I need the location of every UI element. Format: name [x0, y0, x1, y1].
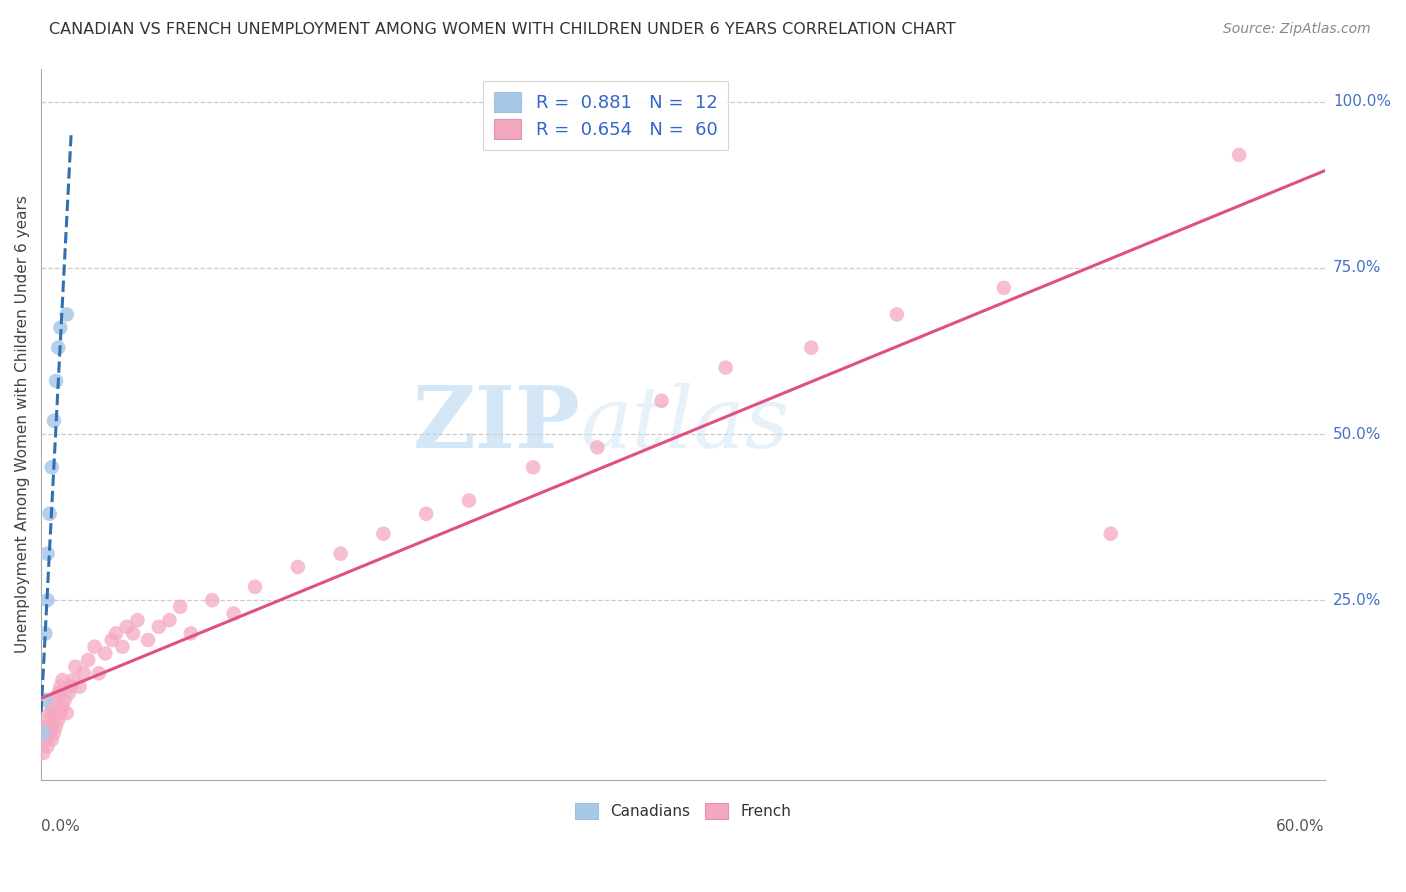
Text: CANADIAN VS FRENCH UNEMPLOYMENT AMONG WOMEN WITH CHILDREN UNDER 6 YEARS CORRELAT: CANADIAN VS FRENCH UNEMPLOYMENT AMONG WO… [49, 22, 956, 37]
Point [169, 599, 191, 614]
Point [41, 460, 63, 475]
Text: 60.0%: 60.0% [1277, 819, 1324, 834]
Point [38, 507, 60, 521]
Point [49, 680, 72, 694]
Point [69, 680, 91, 694]
Point [287, 560, 309, 574]
Point [94, 646, 117, 660]
Point [62, 673, 84, 687]
Y-axis label: Unemployment Among Women with Children Under 6 years: Unemployment Among Women with Children U… [15, 195, 30, 653]
Point [37, 739, 59, 754]
Point [37, 713, 59, 727]
Point [993, 281, 1015, 295]
Point [49, 706, 72, 721]
Point [49, 320, 72, 334]
Point [34, 626, 56, 640]
Point [42, 726, 65, 740]
Point [373, 526, 395, 541]
Point [58, 686, 80, 700]
Point [800, 341, 823, 355]
Point [650, 393, 672, 408]
Point [65, 659, 87, 673]
Point [115, 620, 138, 634]
Point [136, 633, 159, 648]
Point [34, 732, 56, 747]
Point [53, 693, 76, 707]
Point [243, 580, 266, 594]
Text: 75.0%: 75.0% [1333, 260, 1381, 276]
Point [122, 626, 145, 640]
Point [41, 699, 63, 714]
Point [222, 607, 245, 621]
Point [159, 613, 181, 627]
Point [87, 666, 110, 681]
Text: 100.0%: 100.0% [1333, 95, 1391, 109]
Point [34, 693, 56, 707]
Point [38, 706, 60, 721]
Point [714, 360, 737, 375]
Point [886, 307, 908, 321]
Point [51, 673, 73, 687]
Point [104, 626, 127, 640]
Point [586, 440, 609, 454]
Text: ZIP: ZIP [412, 382, 581, 467]
Point [32, 746, 55, 760]
Text: 25.0%: 25.0% [1333, 592, 1381, 607]
Text: atlas: atlas [581, 383, 789, 466]
Point [60, 680, 83, 694]
Point [46, 341, 69, 355]
Point [37, 593, 59, 607]
Point [46, 686, 69, 700]
Point [180, 626, 202, 640]
Point [1227, 148, 1250, 162]
Point [522, 460, 544, 475]
Point [45, 719, 67, 733]
Point [148, 620, 170, 634]
Legend: Canadians, French: Canadians, French [568, 797, 797, 825]
Point [458, 493, 481, 508]
Point [41, 732, 63, 747]
Point [42, 706, 65, 721]
Point [32, 726, 55, 740]
Text: Source: ZipAtlas.com: Source: ZipAtlas.com [1223, 22, 1371, 37]
Point [37, 547, 59, 561]
Point [45, 693, 67, 707]
Point [127, 613, 149, 627]
Point [42, 414, 65, 428]
Point [111, 640, 134, 654]
Point [329, 547, 352, 561]
Text: 0.0%: 0.0% [41, 819, 80, 834]
Point [55, 307, 77, 321]
Point [415, 507, 437, 521]
Point [46, 713, 69, 727]
Point [45, 374, 67, 388]
Point [51, 699, 73, 714]
Point [41, 719, 63, 733]
Point [201, 593, 224, 607]
Point [34, 719, 56, 733]
Point [100, 633, 122, 648]
Point [55, 706, 77, 721]
Point [38, 726, 60, 740]
Point [77, 653, 100, 667]
Point [73, 666, 96, 681]
Text: 50.0%: 50.0% [1333, 426, 1381, 442]
Point [1099, 526, 1122, 541]
Point [83, 640, 105, 654]
